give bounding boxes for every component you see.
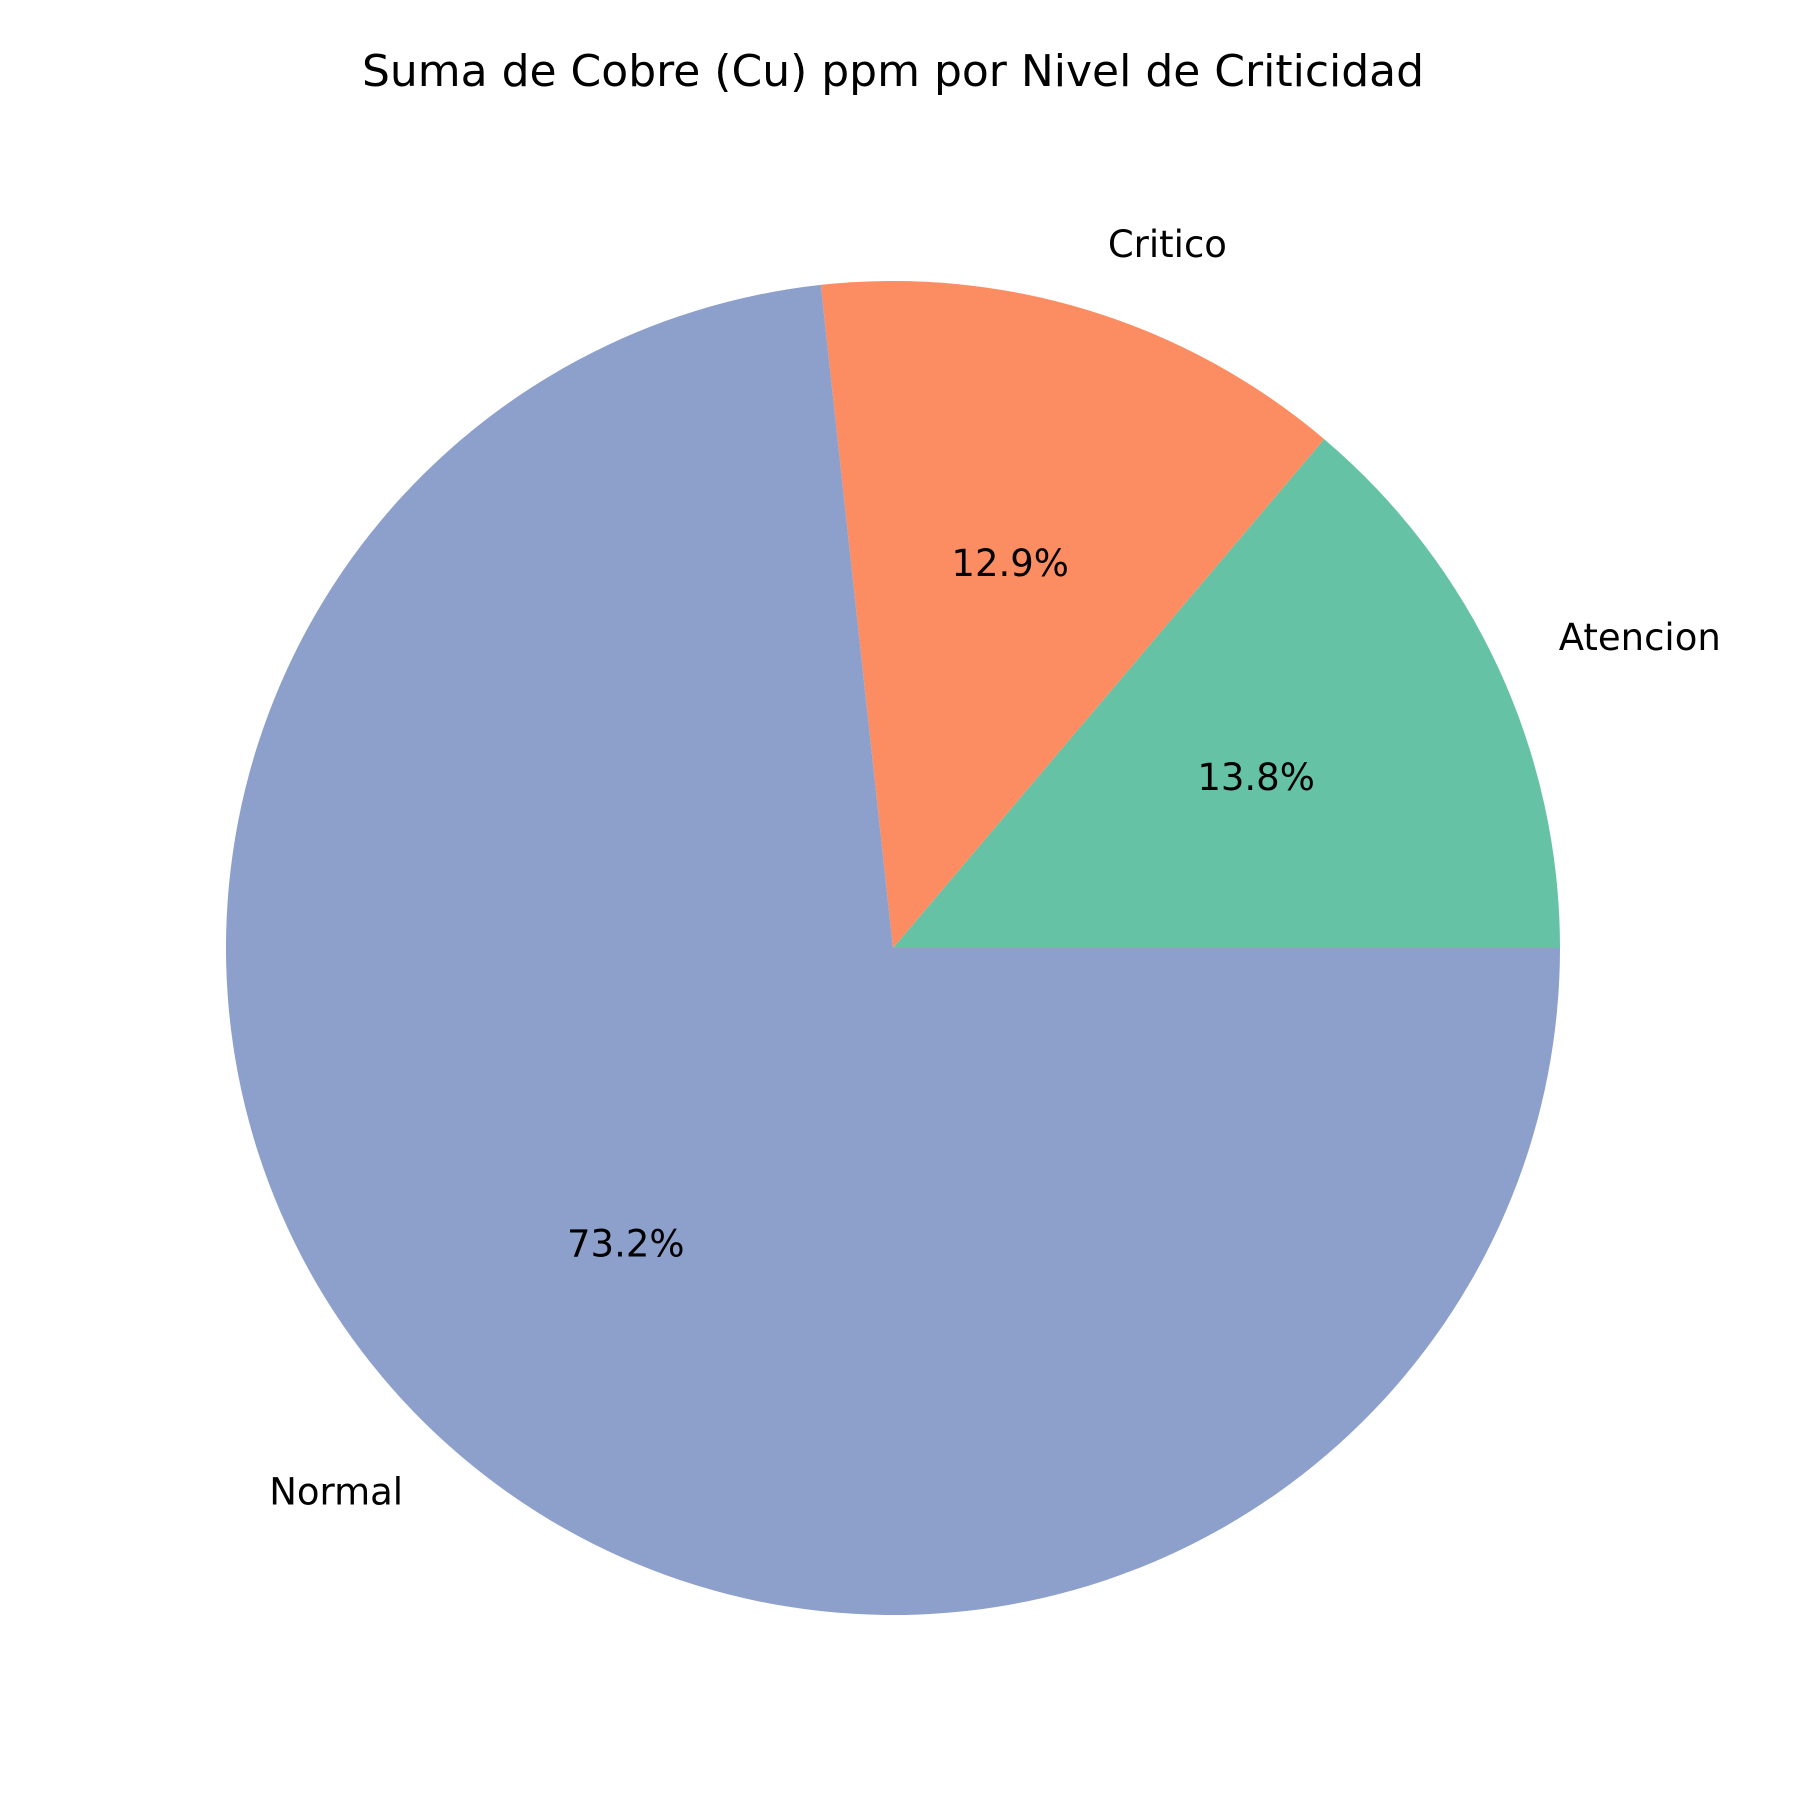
pie-slice-atencion bbox=[893, 439, 1560, 948]
slice-percent-atencion: 13.8% bbox=[1197, 756, 1315, 799]
pie-slice-critico bbox=[820, 281, 1325, 948]
chart-title: Suma de Cobre (Cu) ppm por Nivel de Crit… bbox=[362, 46, 1424, 97]
slice-percent-critico: 12.9% bbox=[951, 542, 1069, 585]
pie-slices bbox=[226, 281, 1560, 1615]
slice-label-critico: Critico bbox=[1108, 223, 1227, 266]
slice-label-normal: Normal bbox=[269, 1471, 403, 1514]
slice-label-atencion: Atencion bbox=[1559, 616, 1721, 659]
pie-labels: Atencion 13.8% Critico 12.9% Normal 73.2% bbox=[269, 223, 1721, 1514]
slice-percent-normal: 73.2% bbox=[567, 1222, 685, 1265]
pie-slice-normal bbox=[226, 284, 1560, 1615]
